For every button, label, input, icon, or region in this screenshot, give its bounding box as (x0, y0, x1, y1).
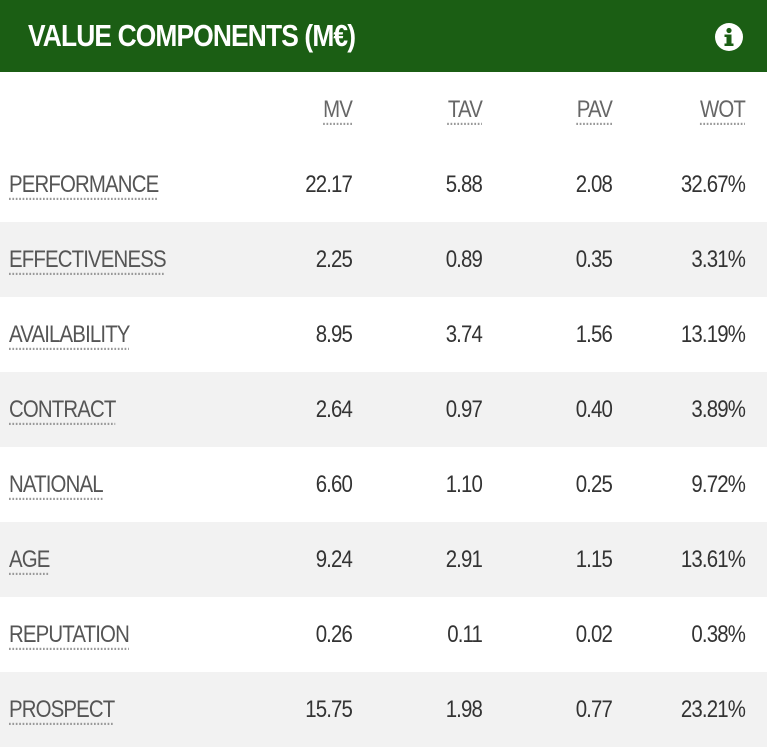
table-cell: 15.75 (305, 696, 353, 723)
table-cell: 0.89 (445, 246, 483, 273)
table-cell: 0.35 (575, 246, 613, 273)
row-label-text[interactable]: NATIONAL (9, 471, 104, 498)
table-cell: 5.88 (445, 171, 483, 198)
row-label-text[interactable]: CONTRACT (9, 396, 116, 423)
table-cell: 3.89% (691, 396, 745, 423)
column-header: MV (250, 72, 353, 147)
info-icon[interactable] (714, 22, 744, 52)
table-cell: 0.77 (575, 696, 613, 723)
header-row: MV TAV PAV WOT (0, 72, 767, 147)
table-cell: 2.91 (445, 546, 483, 573)
table-cell: 0.26 (315, 621, 353, 648)
table-cell: 13.19% (680, 321, 746, 348)
row-label-text[interactable]: AVAILABILITY (9, 321, 130, 348)
table-cell: 0.97 (445, 396, 483, 423)
row-label: REPUTATION (9, 597, 130, 672)
table-row: PROSPECT 15.75 1.98 0.77 23.21% (0, 672, 767, 747)
table-cell: 13.61% (680, 546, 746, 573)
column-header-text[interactable]: WOT (699, 96, 746, 123)
row-label-text[interactable]: PROSPECT (9, 696, 115, 723)
row-label-text[interactable]: EFFECTIVENESS (9, 246, 167, 273)
row-label-text[interactable]: AGE (9, 546, 50, 573)
table-cell: 0.40 (575, 396, 613, 423)
table-cell: 3.31% (691, 246, 745, 273)
table-cell: 32.67% (680, 171, 746, 198)
table-cell: 2.25 (315, 246, 353, 273)
column-header: WOT (643, 72, 746, 147)
table-cell: 0.02 (575, 621, 613, 648)
table-cell: 1.56 (575, 321, 613, 348)
column-header: PAV (510, 72, 613, 147)
table-row: AGE 9.24 2.91 1.15 13.61% (0, 522, 767, 597)
row-label-text[interactable]: PERFORMANCE (9, 171, 159, 198)
row-label: AVAILABILITY (9, 297, 130, 372)
table-cell: 1.98 (445, 696, 483, 723)
header-title: VALUE COMPONENTS (M€) (28, 18, 356, 53)
table-row: NATIONAL 6.60 1.10 0.25 9.72% (0, 447, 767, 522)
table-cell: 1.10 (445, 471, 483, 498)
table-cell: 22.17 (305, 171, 353, 198)
row-label-text[interactable]: REPUTATION (9, 621, 130, 648)
table-cell: 23.21% (680, 696, 746, 723)
row-label: EFFECTIVENESS (9, 222, 167, 297)
column-header: TAV (380, 72, 483, 147)
row-label: AGE (9, 522, 50, 597)
table-row: REPUTATION 0.26 0.11 0.02 0.38% (0, 597, 767, 672)
header-bar: VALUE COMPONENTS (M€) (0, 0, 767, 72)
table-row: PERFORMANCE 22.17 5.88 2.08 32.67% (0, 147, 767, 222)
table-cell: 3.74 (445, 321, 483, 348)
table-cell: 0.11 (447, 621, 483, 648)
row-label: CONTRACT (9, 372, 116, 447)
row-label: PROSPECT (9, 672, 115, 747)
table-cell: 2.08 (575, 171, 613, 198)
table-cell: 0.38% (691, 621, 745, 648)
column-header-text[interactable]: PAV (576, 96, 613, 123)
row-label: NATIONAL (9, 447, 104, 522)
column-header-text[interactable]: MV (323, 96, 353, 123)
row-label: PERFORMANCE (9, 147, 159, 222)
table-cell: 9.24 (315, 546, 353, 573)
table-cell: 2.64 (315, 396, 353, 423)
table-row: CONTRACT 2.64 0.97 0.40 3.89% (0, 372, 767, 447)
table-cell: 6.60 (315, 471, 353, 498)
table-cell: 9.72% (691, 471, 745, 498)
table-cell: 0.25 (575, 471, 613, 498)
table-cell: 1.15 (575, 546, 613, 573)
table-cell: 8.95 (315, 321, 353, 348)
table-row: AVAILABILITY 8.95 3.74 1.56 13.19% (0, 297, 767, 372)
table-row: EFFECTIVENESS 2.25 0.89 0.35 3.31% (0, 222, 767, 297)
column-header-text[interactable]: TAV (447, 96, 483, 123)
